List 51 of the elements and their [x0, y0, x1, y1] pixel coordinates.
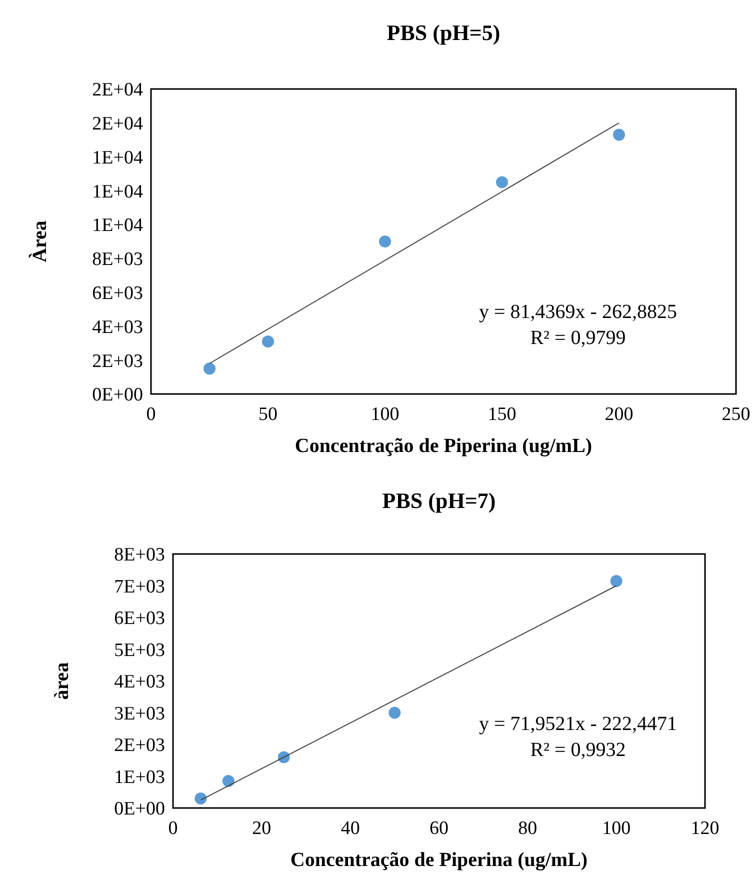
point: [496, 176, 508, 188]
y-tick-label: 8E+03: [114, 544, 165, 566]
annotation: R² = 0,9932: [530, 739, 626, 761]
y-tick-label: 4E+03: [114, 672, 165, 693]
annotation: y = 81,4369x - 262,8825: [479, 301, 677, 323]
annotation: y = 71,9521x - 222,4471: [479, 713, 677, 735]
chart-title: PBS (pH=7): [382, 488, 496, 513]
annotation: R² = 0,9799: [530, 327, 626, 349]
y-tick-label: 1E+04: [92, 147, 144, 168]
x-tick-label: 20: [252, 818, 272, 839]
x-tick-label: 150: [488, 404, 516, 425]
x-tick-label: 0: [168, 818, 178, 839]
chart-title: PBS (pH=5): [386, 20, 500, 45]
y-tick-label: 5E+03: [114, 640, 165, 661]
y-tick-label: 1E+04: [92, 181, 144, 202]
x-tick-label: 50: [258, 404, 278, 425]
y-tick-label: 4E+03: [92, 316, 143, 338]
x-axis-title: Concentração de Piperina (ug/mL): [290, 849, 588, 871]
y-axis-title: Àrea: [28, 220, 51, 262]
point: [222, 775, 234, 787]
y-tick-label: 7E+03: [114, 576, 165, 598]
point: [262, 335, 274, 348]
point: [388, 706, 401, 719]
y-tick-label: 1E+04: [92, 215, 144, 236]
y-axis-title: àrea: [51, 662, 73, 700]
y-tick-label: 2E+03: [114, 735, 165, 756]
y-tick-label: 2E+04: [92, 80, 144, 101]
y-tick-label: 8E+03: [92, 249, 143, 270]
y-tick-label: 1E+03: [114, 766, 165, 788]
y-tick-label: 0E+00: [114, 798, 165, 820]
y-tick-label: 6E+03: [114, 608, 165, 630]
x-tick-label: 0: [146, 404, 156, 425]
y-tick-label: 2E+03: [92, 350, 143, 372]
x-tick-label: 200: [604, 404, 634, 425]
y-tick-label: 2E+04: [92, 114, 144, 135]
point: [610, 575, 622, 587]
point: [613, 128, 625, 141]
y-tick-label: 6E+03: [92, 282, 143, 304]
y-tick-label: 3E+03: [114, 703, 165, 724]
x-tick-label: 120: [690, 818, 720, 839]
x-tick-label: 100: [370, 404, 400, 425]
point: [204, 362, 216, 375]
y-tick-label: 0E+00: [92, 384, 143, 406]
x-tick-label: 80: [518, 818, 538, 839]
x-tick-label: 100: [602, 818, 631, 839]
x-axis-title: Concentração de Piperina (ug/mL): [294, 435, 592, 457]
x-tick-label: 250: [722, 404, 750, 425]
x-tick-label: 40: [340, 818, 360, 839]
x-tick-label: 60: [430, 818, 448, 839]
point: [194, 792, 207, 804]
point: [379, 236, 391, 248]
